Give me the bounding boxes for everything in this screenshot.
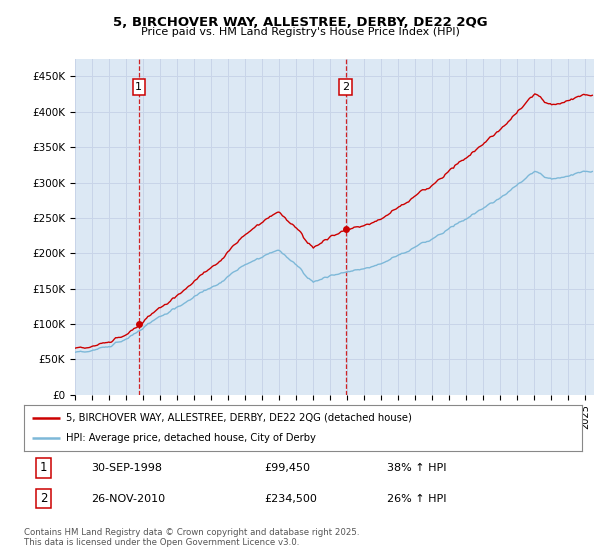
Text: £234,500: £234,500 (264, 494, 317, 503)
Text: 1: 1 (40, 461, 47, 474)
Text: Price paid vs. HM Land Registry's House Price Index (HPI): Price paid vs. HM Land Registry's House … (140, 27, 460, 37)
Text: HPI: Average price, detached house, City of Derby: HPI: Average price, detached house, City… (66, 433, 316, 443)
Text: 2: 2 (342, 82, 349, 92)
Text: 26-NOV-2010: 26-NOV-2010 (91, 494, 165, 503)
Text: 30-SEP-1998: 30-SEP-1998 (91, 463, 162, 473)
Text: £99,450: £99,450 (264, 463, 310, 473)
Text: 38% ↑ HPI: 38% ↑ HPI (387, 463, 446, 473)
Text: 26% ↑ HPI: 26% ↑ HPI (387, 494, 446, 503)
Text: 5, BIRCHOVER WAY, ALLESTREE, DERBY, DE22 2QG: 5, BIRCHOVER WAY, ALLESTREE, DERBY, DE22… (113, 16, 487, 29)
Text: 2: 2 (40, 492, 47, 505)
Text: 1: 1 (136, 82, 142, 92)
Text: Contains HM Land Registry data © Crown copyright and database right 2025.
This d: Contains HM Land Registry data © Crown c… (24, 528, 359, 547)
Text: 5, BIRCHOVER WAY, ALLESTREE, DERBY, DE22 2QG (detached house): 5, BIRCHOVER WAY, ALLESTREE, DERBY, DE22… (66, 413, 412, 423)
